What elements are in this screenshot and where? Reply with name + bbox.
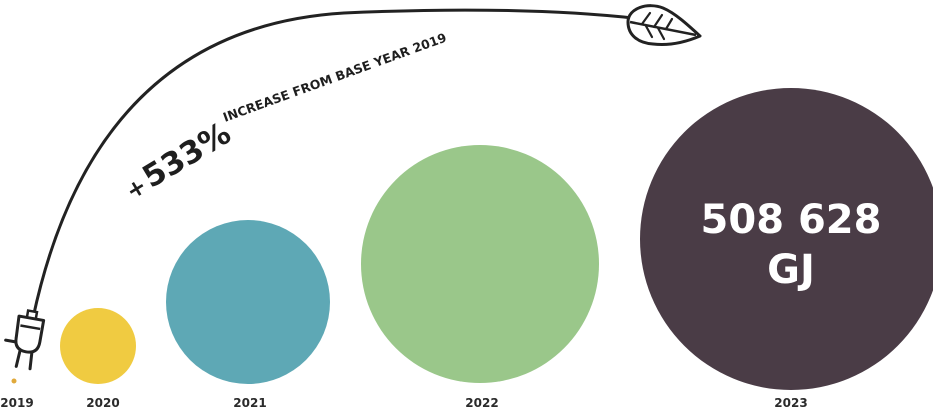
plug-icon <box>4 309 46 371</box>
bubble-2023 <box>640 88 933 390</box>
year-label-2020: 2020 <box>86 396 119 410</box>
highlight-value: 508 628 <box>701 197 882 243</box>
growth-arc <box>31 8 644 320</box>
bubble-2019 <box>11 378 17 384</box>
bubbles-group <box>11 88 933 390</box>
year-label-2022: 2022 <box>465 396 498 410</box>
year-labels: 2019 2020 2021 2022 2023 <box>0 396 807 410</box>
annotation-percent: 533% <box>136 115 237 195</box>
leaf-icon <box>626 4 702 46</box>
highlight-unit: GJ <box>767 247 815 293</box>
year-label-2019: 2019 <box>0 396 33 410</box>
bubble-2022 <box>361 145 599 383</box>
bubble-2020 <box>60 308 136 384</box>
year-label-2023: 2023 <box>774 396 807 410</box>
year-label-2021: 2021 <box>233 396 266 410</box>
annotation-text: INCREASE FROM BASE YEAR 2019 <box>221 30 449 125</box>
bubble-2021 <box>166 220 330 384</box>
increase-annotation: + 533% <box>122 115 237 205</box>
